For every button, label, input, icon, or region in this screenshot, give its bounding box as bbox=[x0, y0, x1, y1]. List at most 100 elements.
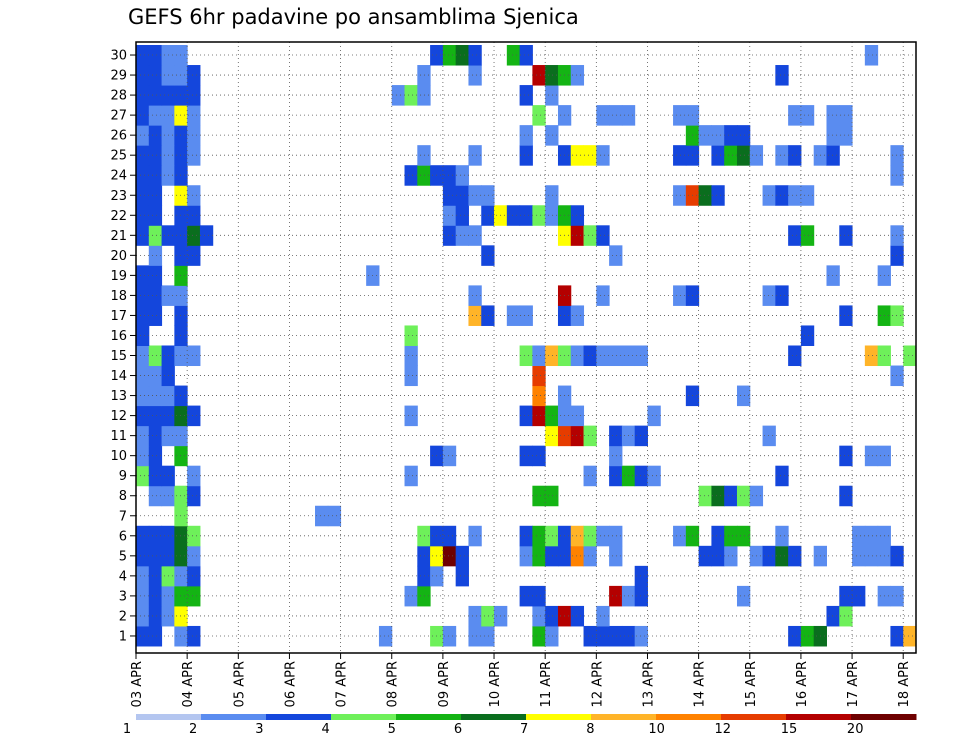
heatmap-cell bbox=[187, 65, 201, 86]
heatmap-cell bbox=[174, 545, 188, 567]
heatmap-cell bbox=[673, 525, 687, 547]
heatmap-cell bbox=[839, 605, 853, 627]
heatmap-cell bbox=[148, 345, 163, 367]
heatmap-cell bbox=[404, 85, 418, 106]
heatmap-cell bbox=[148, 225, 163, 246]
heatmap-cell bbox=[148, 445, 163, 467]
heatmap-cell bbox=[519, 585, 533, 607]
heatmap-cell bbox=[187, 125, 201, 146]
heatmap-cell bbox=[864, 45, 879, 66]
heatmap-cell bbox=[890, 165, 904, 186]
heatmap-cell bbox=[583, 525, 597, 547]
heatmap-cell bbox=[596, 285, 610, 306]
legend-swatch bbox=[721, 714, 787, 720]
heatmap-cell bbox=[455, 545, 469, 567]
heatmap-cell bbox=[506, 205, 521, 226]
heatmap-cell bbox=[174, 405, 188, 427]
heatmap-cell bbox=[519, 305, 533, 326]
heatmap-cell bbox=[148, 365, 163, 387]
heatmap-cell bbox=[468, 625, 482, 647]
heatmap-cell bbox=[596, 225, 610, 246]
heatmap-cell bbox=[583, 625, 597, 647]
heatmap-cell bbox=[519, 345, 533, 367]
heatmap-cell bbox=[468, 525, 482, 547]
heatmap-cell bbox=[187, 145, 201, 166]
heatmap-cell bbox=[724, 145, 738, 166]
heatmap-cell bbox=[532, 625, 546, 647]
heatmap-cell bbox=[417, 585, 431, 607]
heatmap-cell bbox=[890, 305, 904, 326]
heatmap-cell bbox=[890, 225, 904, 246]
heatmap-cell bbox=[148, 265, 163, 286]
heatmap-cell bbox=[136, 225, 150, 246]
heatmap-cell bbox=[724, 525, 738, 547]
heatmap-cell bbox=[532, 445, 546, 467]
heatmap-cell bbox=[519, 45, 533, 66]
heatmap-cell bbox=[148, 185, 163, 206]
y-tick-label: 1 bbox=[119, 629, 127, 644]
heatmap-cell bbox=[634, 465, 648, 487]
heatmap-cell bbox=[468, 145, 482, 166]
heatmap-cell bbox=[788, 625, 802, 647]
heatmap-cell bbox=[174, 605, 188, 627]
heatmap-cell bbox=[711, 525, 725, 547]
y-tick-label: 25 bbox=[110, 149, 127, 164]
heatmap-cell bbox=[174, 425, 188, 447]
heatmap-cell bbox=[442, 225, 457, 246]
heatmap-cell bbox=[698, 485, 712, 507]
heatmap-cell bbox=[864, 445, 879, 467]
heatmap-cell bbox=[136, 285, 150, 306]
x-tick-label: 14 APR bbox=[693, 661, 708, 707]
heatmap-cell bbox=[839, 585, 853, 607]
heatmap-cell bbox=[174, 285, 188, 306]
heatmap-cell bbox=[404, 345, 418, 367]
heatmap-cell bbox=[736, 125, 751, 146]
heatmap-cell bbox=[442, 185, 457, 206]
heatmap-cell bbox=[596, 105, 610, 126]
heatmap-cell bbox=[455, 165, 469, 186]
heatmap-cell bbox=[634, 345, 648, 367]
heatmap-cell bbox=[174, 125, 188, 146]
heatmap-cell bbox=[609, 425, 623, 447]
heatmap-cell bbox=[864, 545, 879, 567]
heatmap-cell bbox=[417, 545, 431, 567]
heatmap-cell bbox=[174, 345, 188, 367]
heatmap-cell bbox=[148, 245, 163, 266]
heatmap-cell bbox=[468, 65, 482, 86]
heatmap-cell bbox=[468, 185, 482, 206]
heatmap-cell bbox=[187, 585, 201, 607]
heatmap-cell bbox=[583, 465, 597, 487]
y-tick-label: 17 bbox=[110, 309, 127, 324]
y-tick-label: 26 bbox=[110, 129, 127, 144]
heatmap-cell bbox=[174, 185, 188, 206]
heatmap-cell bbox=[698, 545, 712, 567]
heatmap-cell bbox=[417, 165, 431, 186]
heatmap-cell bbox=[826, 125, 840, 146]
y-tick-label: 12 bbox=[110, 409, 127, 424]
heatmap-cell bbox=[174, 505, 188, 527]
heatmap-cell bbox=[545, 125, 559, 146]
heatmap-cell bbox=[468, 225, 482, 246]
heatmap-cell bbox=[852, 585, 866, 607]
heatmap-cell bbox=[545, 185, 559, 206]
heatmap-cell bbox=[519, 545, 533, 567]
heatmap-cell bbox=[570, 145, 585, 166]
heatmap-cell bbox=[148, 85, 163, 106]
heatmap-cell bbox=[136, 125, 150, 146]
x-tick-label: 13 APR bbox=[641, 661, 656, 707]
x-tick-label: 04 APR bbox=[181, 661, 196, 707]
x-tick-label: 12 APR bbox=[590, 661, 605, 707]
heatmap-cell bbox=[187, 525, 201, 547]
y-tick-label: 22 bbox=[110, 209, 127, 224]
y-tick-label: 11 bbox=[110, 429, 127, 444]
heatmap-cell bbox=[647, 405, 661, 427]
heatmap-cell bbox=[315, 505, 329, 527]
y-tick-label: 27 bbox=[110, 109, 127, 124]
x-tick-label: 09 APR bbox=[437, 661, 452, 707]
heatmap-cell bbox=[839, 125, 853, 146]
heatmap-cell bbox=[788, 185, 802, 206]
heatmap-cell bbox=[545, 205, 559, 226]
heatmap-cell bbox=[136, 385, 150, 407]
heatmap-cell bbox=[890, 365, 904, 387]
heatmap-cell bbox=[775, 185, 789, 206]
